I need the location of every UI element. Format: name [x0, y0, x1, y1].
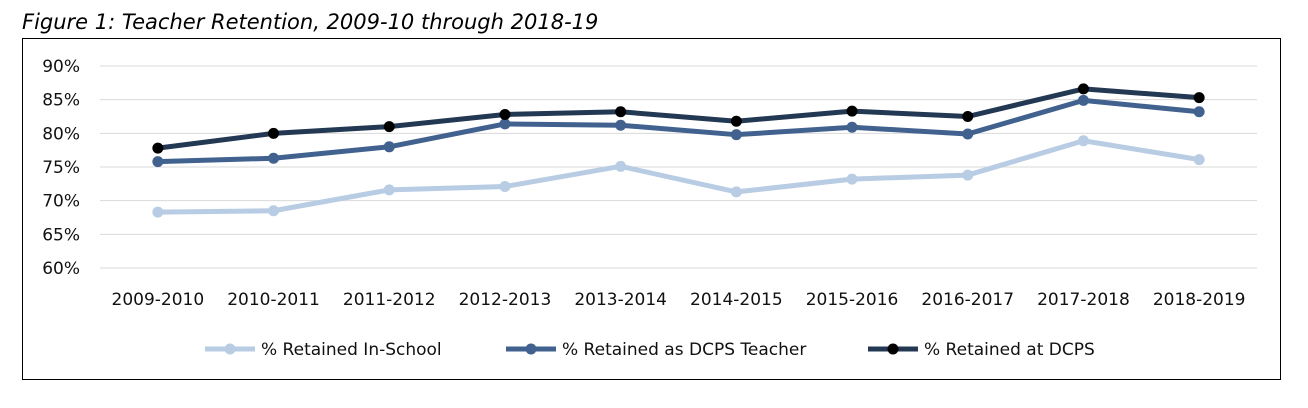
x-tick-label: 2010-2011	[227, 290, 320, 310]
legend-marker	[887, 343, 899, 355]
data-point	[1193, 106, 1205, 118]
data-point	[1077, 83, 1089, 95]
y-tick-label: 75%	[42, 158, 80, 178]
data-point	[730, 129, 742, 141]
data-point	[615, 160, 627, 172]
data-point	[730, 186, 742, 198]
data-point	[846, 173, 858, 185]
y-tick-label: 90%	[42, 57, 80, 77]
data-point	[1077, 135, 1089, 147]
y-tick-label: 70%	[42, 192, 80, 212]
data-point	[962, 111, 974, 122]
x-tick-label: 2009-2010	[112, 290, 205, 310]
chart-frame	[22, 38, 1281, 380]
data-point	[846, 105, 858, 117]
series-1	[152, 135, 1205, 218]
x-tick-label: 2013-2014	[574, 290, 667, 310]
y-tick-label: 85%	[42, 91, 80, 111]
data-point	[615, 106, 627, 118]
data-point	[499, 108, 511, 120]
series-line	[155, 97, 1202, 165]
data-point	[383, 121, 395, 133]
series-2	[152, 94, 1205, 168]
x-tick-label: 2018-2019	[1153, 290, 1246, 310]
data-point	[268, 205, 280, 217]
data-point	[1077, 94, 1089, 106]
data-point	[499, 118, 511, 130]
data-point	[615, 119, 627, 131]
series-3	[152, 83, 1205, 154]
legend-marker	[525, 343, 537, 355]
data-point	[152, 206, 164, 218]
y-tick-label: 80%	[42, 124, 80, 144]
data-point	[152, 142, 164, 154]
data-point	[730, 115, 742, 127]
legend-label: % Retained as DCPS Teacher	[562, 340, 806, 360]
series-line	[155, 138, 1202, 215]
legend-item: % Retained In-School	[205, 340, 442, 360]
x-tick-label: 2012-2013	[459, 290, 552, 310]
figure-title: Figure 1: Teacher Retention, 2009-10 thr…	[22, 10, 599, 34]
legend-item: % Retained as DCPS Teacher	[506, 340, 806, 360]
data-point	[383, 141, 395, 153]
x-tick-label: 2011-2012	[343, 290, 436, 310]
y-tick-label: 60%	[42, 259, 80, 279]
x-tick-label: 2014-2015	[690, 290, 783, 310]
data-point	[962, 128, 974, 140]
data-point	[152, 156, 164, 168]
data-point	[268, 152, 280, 164]
legend-item: % Retained at DCPS	[868, 340, 1095, 360]
data-point	[846, 121, 858, 133]
data-point	[499, 181, 511, 193]
x-tick-label: 2015-2016	[806, 290, 899, 310]
series-line	[155, 86, 1202, 151]
x-tick-label: 2017-2018	[1037, 290, 1130, 310]
x-tick-label: 2016-2017	[921, 290, 1014, 310]
legend-marker	[224, 343, 236, 355]
y-tick-label: 65%	[42, 225, 80, 245]
data-point	[383, 184, 395, 196]
data-point	[268, 127, 280, 139]
legend-label: % Retained at DCPS	[924, 340, 1095, 360]
data-point	[962, 169, 974, 181]
data-point	[1193, 92, 1205, 104]
data-point	[1193, 154, 1205, 166]
legend-label: % Retained In-School	[261, 340, 442, 360]
